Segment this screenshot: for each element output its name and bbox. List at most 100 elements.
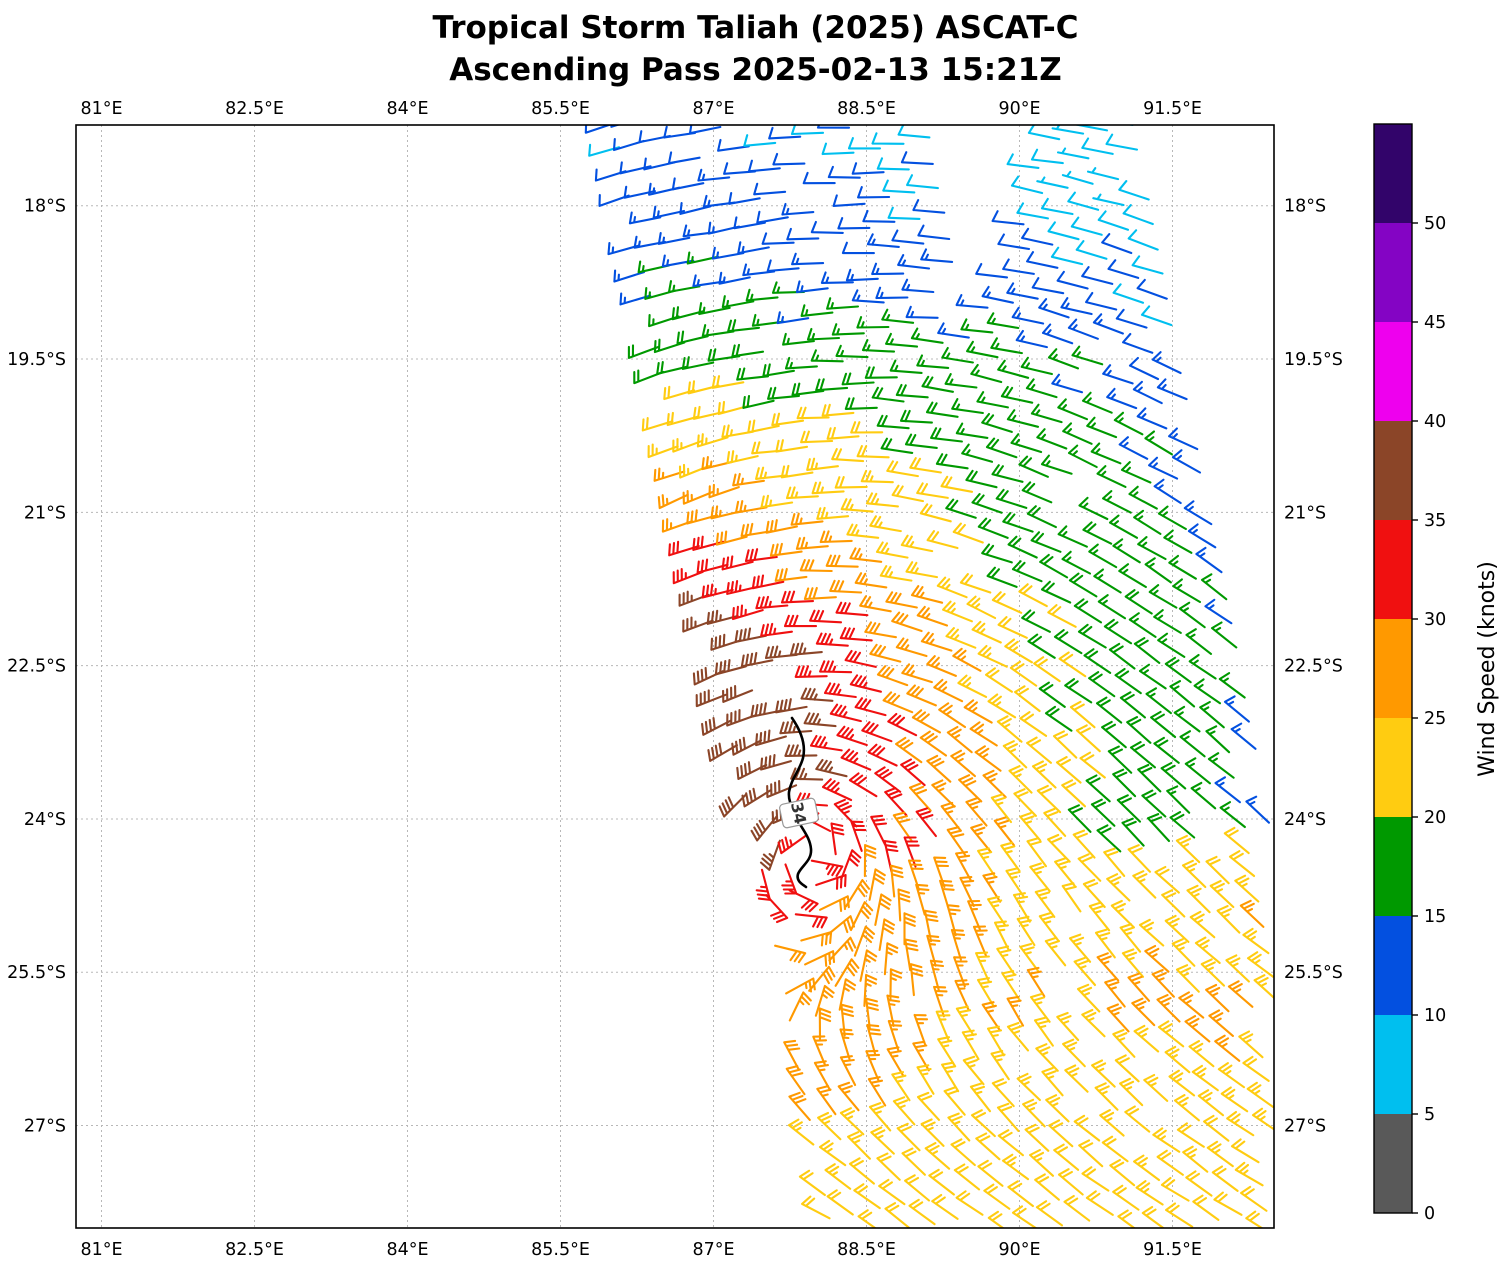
wind-barb (782, 332, 815, 346)
wind-barb (1112, 768, 1137, 798)
wind-barb (1088, 901, 1111, 932)
wind-barb (958, 774, 983, 803)
wind-barb (1225, 954, 1250, 983)
wind-barb (682, 490, 714, 505)
wind-barb (1073, 956, 1097, 987)
wind-barb (891, 484, 925, 503)
wind-barb (717, 138, 750, 152)
wind-barb (1075, 240, 1108, 260)
x-tick-label-top: 81°E (80, 99, 122, 119)
wind-barb (844, 649, 877, 668)
wind-barb (1109, 1158, 1136, 1187)
wind-barb (1146, 813, 1171, 843)
wind-barb (933, 985, 948, 1018)
wind-barb (849, 901, 874, 932)
wind-barb (943, 1086, 966, 1116)
wind-barb (1184, 1015, 1211, 1043)
wind-barb (780, 464, 814, 479)
wind-barb (942, 600, 973, 623)
wind-barb (886, 994, 901, 1027)
wind-barb (1214, 1034, 1241, 1062)
wind-barb (1164, 656, 1192, 684)
wind-barb (905, 305, 939, 319)
wind-barb (1152, 1127, 1181, 1153)
wind-barb (1131, 997, 1156, 1027)
wind-barb (856, 316, 890, 329)
wind-barb (1044, 936, 1067, 967)
wind-barb (995, 488, 1028, 509)
wind-barb (760, 622, 793, 637)
wind-barb (866, 1023, 882, 1056)
wind-barb (1036, 176, 1069, 189)
wind-barb (906, 684, 937, 707)
wind-barb (780, 590, 815, 604)
wind-barb (916, 605, 949, 627)
wind-barb (1164, 914, 1190, 943)
wind-barb (715, 530, 748, 546)
wind-barb (726, 709, 758, 727)
wind-barb (887, 206, 921, 220)
wind-barb (1027, 633, 1056, 659)
wind-barb (1234, 874, 1260, 903)
wind-barb (768, 126, 802, 140)
wind-barb (695, 689, 727, 708)
wind-barb (1061, 550, 1092, 575)
wind-barb (953, 1163, 981, 1191)
wind-barb (864, 366, 898, 379)
wind-barb (1081, 391, 1113, 414)
contour-34kt: 34 (779, 716, 819, 889)
x-tick-label-top: 88.5°E (837, 99, 896, 119)
wind-barb (982, 872, 1002, 903)
wind-barb (1128, 612, 1157, 638)
wind-barb (1024, 1123, 1050, 1152)
wind-barb (863, 973, 878, 1007)
wind-barb (1081, 1008, 1106, 1038)
wind-barb (682, 616, 714, 633)
wind-barb (732, 472, 765, 487)
wind-barb (765, 519, 798, 534)
x-tick-label-bottom: 81°E (80, 1240, 122, 1260)
wind-barb (774, 944, 807, 964)
wind-barb (1128, 485, 1158, 510)
colorbar-segment (1374, 520, 1412, 619)
wind-barb (1175, 834, 1201, 864)
wind-barb (1007, 1180, 1034, 1208)
wind-barb (904, 1174, 931, 1202)
wind-barb (1114, 1054, 1140, 1083)
wind-barb (816, 1085, 837, 1116)
wind-barb (963, 699, 993, 724)
wind-barb (930, 427, 963, 443)
wind-barb (1050, 246, 1084, 266)
wind-barb (767, 386, 801, 400)
wind-barb (1137, 536, 1167, 561)
x-tick-label-bottom: 87°E (692, 1240, 734, 1260)
wind-barb (1192, 1194, 1220, 1221)
wind-barb (966, 595, 997, 620)
wind-barb (1168, 1069, 1196, 1097)
wind-barb (1143, 1073, 1169, 1102)
page-subtitle: Ascending Pass 2025-02-13 15:21Z (449, 52, 1062, 88)
wind-barb (696, 558, 729, 574)
wind-barb (1150, 710, 1177, 739)
colorbar-tick-label: 45 (1424, 313, 1446, 333)
wind-barb (1033, 1016, 1054, 1047)
wind-barb (1055, 756, 1082, 784)
wind-barb (839, 1107, 865, 1136)
wind-barb (849, 674, 882, 693)
wind-barb (907, 859, 924, 891)
wind-barb (771, 412, 805, 427)
wind-barb (905, 561, 939, 579)
wind-barb (806, 457, 839, 471)
wind-barb (939, 879, 955, 912)
wind-barb (961, 1029, 980, 1061)
wind-barb (972, 925, 988, 957)
wind-barb (814, 984, 835, 1017)
wind-barb (647, 443, 679, 459)
wind-barb (764, 645, 798, 660)
wind-barb (854, 572, 888, 589)
wind-barb (1026, 251, 1059, 269)
wind-barb (1102, 364, 1134, 385)
wind-barb (762, 363, 795, 377)
wind-barb (891, 1071, 911, 1102)
colorbar-tick-label: 15 (1424, 907, 1446, 927)
